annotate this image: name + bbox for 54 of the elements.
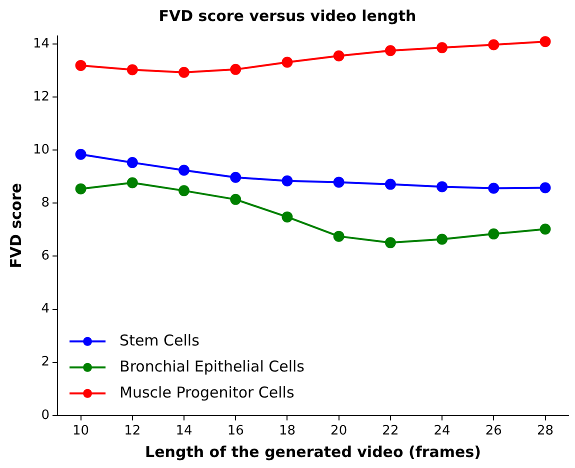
legend-label: Bronchial Epithelial Cells	[120, 357, 305, 376]
y-tick-label: 10	[32, 142, 50, 158]
point	[282, 175, 293, 186]
point	[75, 60, 86, 71]
point	[333, 230, 344, 242]
point	[540, 224, 551, 235]
y-tick-label: 6	[41, 248, 50, 264]
point	[488, 39, 500, 50]
point	[282, 211, 293, 222]
x-tick-label: 24	[434, 424, 450, 439]
point	[75, 183, 86, 194]
y-tick-label: 2	[41, 354, 50, 370]
point	[230, 194, 242, 205]
point	[178, 66, 190, 78]
point	[126, 157, 138, 168]
x-tick-label: 28	[537, 424, 554, 439]
x-tick-label: 10	[72, 424, 90, 439]
y-axis-title: FVD score	[6, 183, 25, 268]
y-tick-label: 0	[41, 408, 50, 423]
point	[333, 176, 344, 188]
point	[126, 177, 138, 188]
point	[282, 56, 293, 68]
point	[540, 182, 551, 194]
point	[75, 148, 86, 160]
chart-title: FVD score versus video length	[158, 6, 416, 25]
point	[333, 50, 344, 62]
legend-label: Muscle Progenitor Cells	[120, 383, 294, 402]
y-tick-label: 8	[41, 196, 50, 211]
x-tick-label: 26	[485, 424, 502, 439]
point	[488, 182, 500, 194]
point	[436, 42, 448, 54]
point	[436, 181, 448, 192]
point	[384, 45, 396, 56]
point	[384, 178, 396, 190]
x-tick-label: 22	[382, 424, 399, 439]
y-tick-label: 4	[41, 302, 50, 317]
point	[230, 64, 242, 75]
point	[178, 185, 190, 196]
point	[126, 64, 138, 76]
x-tick-label: 14	[176, 424, 192, 439]
point	[488, 228, 500, 240]
point	[384, 237, 396, 248]
y-tick-label: 12	[32, 89, 50, 104]
x-tick-label: 18	[278, 424, 296, 439]
y-tick-label: 14	[32, 36, 50, 52]
x-axis-title: Length of the generated video (frames)	[145, 442, 481, 461]
x-tick-label: 20	[330, 424, 348, 439]
point	[178, 164, 190, 176]
x-tick-label: 16	[227, 424, 244, 439]
x-tick-label: 12	[124, 424, 141, 439]
point	[436, 234, 448, 245]
point	[540, 36, 551, 48]
point	[230, 172, 242, 183]
legend-label: Stem Cells	[120, 331, 200, 350]
